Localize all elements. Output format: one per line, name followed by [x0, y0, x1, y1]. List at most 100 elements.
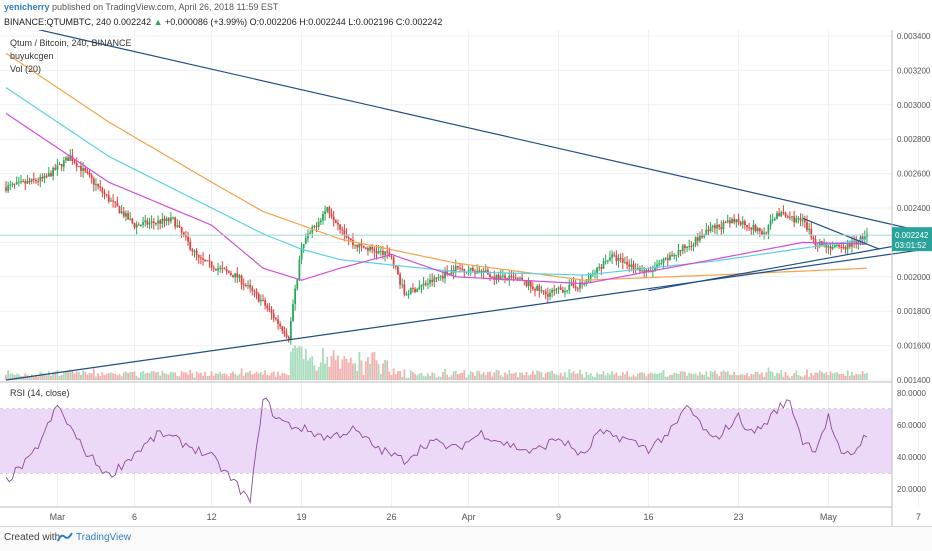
volume-bar — [825, 372, 828, 380]
volume-bar — [615, 372, 618, 380]
volume-bar — [118, 374, 121, 380]
volume-bar — [604, 375, 607, 380]
candle-body — [80, 165, 82, 171]
volume-bar — [259, 371, 262, 380]
volume-bar — [504, 372, 506, 380]
volume-bar — [129, 372, 132, 380]
candle-body — [793, 216, 796, 223]
volume-bar — [478, 371, 481, 380]
rsi-axis[interactable]: 80.0000 60.0000 40.0000 20.0000 — [897, 389, 926, 494]
volume-bar — [182, 372, 185, 380]
candle-body — [823, 243, 826, 246]
volume-bar — [236, 375, 239, 380]
volume-bar — [722, 370, 725, 380]
candle-body — [142, 222, 144, 225]
candle-body — [471, 267, 474, 271]
volume-bar — [746, 373, 748, 380]
candle-body — [202, 258, 204, 260]
candle-body — [495, 274, 498, 280]
candle-body — [437, 277, 440, 279]
candle-body — [857, 241, 860, 244]
candle-body — [116, 202, 119, 207]
volume-bar — [257, 373, 260, 380]
volume-bar — [95, 376, 97, 380]
candle-body — [45, 175, 48, 177]
volume-bar — [523, 375, 526, 380]
volume-bar — [836, 372, 838, 380]
volume-bar — [101, 372, 104, 380]
volume-bar — [463, 369, 466, 380]
volume-bar — [176, 375, 179, 380]
volume-bar — [17, 374, 20, 380]
volume-bar — [279, 375, 282, 380]
candle-body — [606, 260, 609, 262]
candle-body — [555, 288, 558, 291]
volume-bar — [112, 373, 114, 380]
candle-body — [199, 257, 202, 259]
volume-bar — [371, 352, 374, 380]
candle-body — [105, 194, 108, 196]
time-axis[interactable]: 24Mar6121926Apr91623May7 — [0, 512, 921, 522]
candle-body — [624, 262, 626, 264]
rsi-tick-label: 20.0000 — [897, 485, 926, 494]
candle-body — [692, 244, 695, 247]
candle-body — [754, 225, 757, 232]
volume-bar — [114, 373, 117, 380]
volume-bar — [613, 374, 616, 380]
author-name[interactable]: yenicherry — [4, 2, 50, 12]
candle-body — [337, 222, 339, 225]
candle-body — [711, 225, 714, 228]
volume-bar — [97, 373, 99, 380]
volume-bar — [724, 372, 727, 380]
rsi-tick-label: 80.0000 — [897, 389, 926, 398]
volume-bar — [163, 373, 166, 380]
candle-body — [733, 218, 736, 223]
candle-body — [382, 250, 384, 255]
volume-bar — [189, 369, 192, 380]
candle-body — [414, 288, 416, 293]
volume-bar — [596, 372, 598, 380]
volume-bar — [754, 372, 757, 380]
price-tick-label: 0.001800 — [897, 307, 931, 316]
volume-bar — [262, 374, 264, 380]
volume-bar — [172, 372, 174, 380]
candle-body — [501, 275, 504, 277]
volume-bar — [692, 374, 695, 380]
time-tick-label: 12 — [207, 512, 217, 522]
candle-body — [570, 283, 573, 285]
candle-body — [334, 220, 337, 223]
volume-bar — [345, 358, 348, 380]
volume-bar — [208, 375, 211, 380]
volume-bar — [300, 346, 303, 380]
candle-body — [429, 279, 431, 284]
candle-body — [30, 178, 33, 182]
candle-body — [287, 336, 290, 340]
volume-bar — [193, 377, 196, 380]
candle-body — [407, 293, 410, 295]
rsi-tick-label: 60.0000 — [897, 421, 926, 430]
volume-bar — [82, 370, 84, 380]
candle-body — [542, 290, 545, 292]
candle-body — [739, 222, 742, 225]
candle-body — [369, 246, 371, 251]
tradingview-brand[interactable]: TradingView — [76, 532, 132, 543]
candle-body — [185, 234, 187, 237]
candle-body — [39, 176, 42, 182]
candle-body — [32, 178, 35, 181]
volume-bar — [429, 375, 431, 380]
candle-body — [373, 249, 376, 252]
volume-bar — [206, 376, 209, 380]
price-chart[interactable]: 0.003400 0.003200 0.003000 0.002800 0.002600… — [0, 30, 932, 526]
volume-bar — [242, 375, 245, 380]
volume-bar — [431, 372, 434, 380]
candle-body — [673, 254, 676, 257]
volume-bar — [609, 374, 611, 380]
candle-body — [236, 273, 239, 278]
volume-bar — [326, 356, 329, 380]
candle-body — [7, 185, 10, 191]
volume-bar — [448, 377, 451, 380]
candle-body — [405, 294, 408, 296]
trendlines[interactable] — [0, 30, 932, 381]
volume-bar — [486, 372, 489, 380]
volume-bar — [803, 375, 806, 380]
